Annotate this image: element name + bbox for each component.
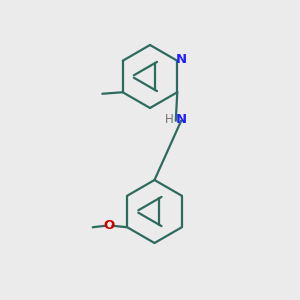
- Text: H: H: [165, 113, 174, 126]
- Text: N: N: [176, 113, 187, 126]
- Text: O: O: [103, 219, 115, 232]
- Text: N: N: [176, 53, 187, 66]
